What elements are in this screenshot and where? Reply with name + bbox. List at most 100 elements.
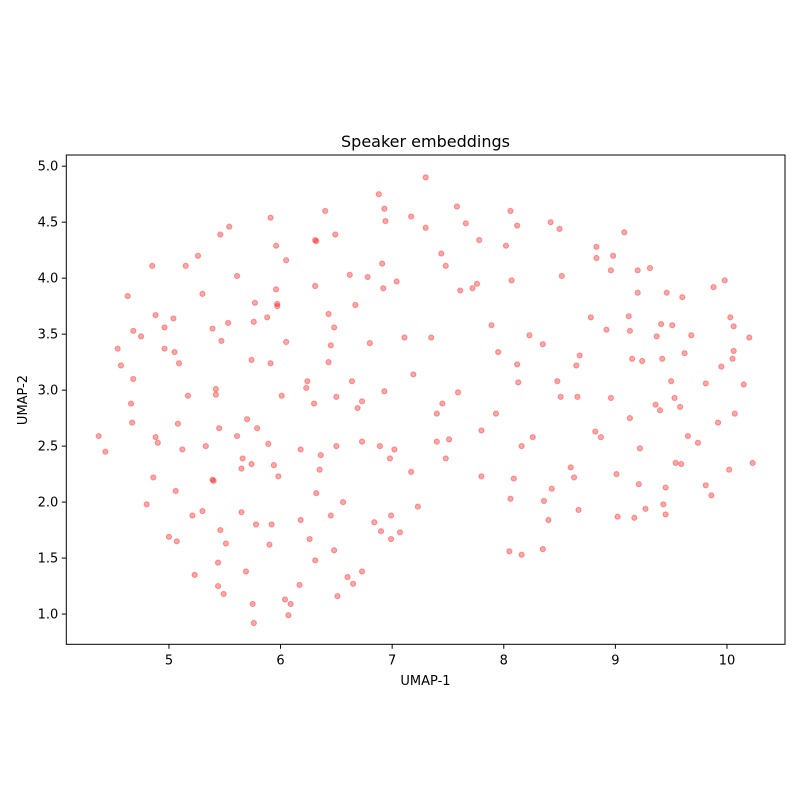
data-point bbox=[393, 278, 400, 285]
data-point bbox=[161, 345, 168, 352]
data-point bbox=[114, 345, 121, 352]
data-point bbox=[287, 600, 294, 608]
data-point bbox=[214, 582, 222, 590]
data-point bbox=[515, 379, 522, 386]
data-point bbox=[225, 319, 232, 327]
data-point bbox=[625, 313, 632, 320]
data-point bbox=[250, 318, 257, 325]
data-point bbox=[267, 214, 274, 221]
data-point bbox=[592, 428, 599, 435]
data-point bbox=[518, 443, 525, 450]
data-point bbox=[325, 359, 332, 366]
data-point bbox=[610, 252, 617, 259]
data-point bbox=[366, 340, 373, 347]
data-point bbox=[547, 219, 554, 226]
data-point bbox=[382, 217, 389, 225]
data-point bbox=[731, 410, 738, 417]
data-point bbox=[593, 254, 600, 262]
data-point bbox=[656, 407, 664, 414]
data-point bbox=[124, 292, 131, 300]
y-tick-label: 2.5 bbox=[38, 440, 59, 455]
data-point bbox=[662, 484, 669, 491]
data-point bbox=[242, 568, 250, 575]
data-point bbox=[348, 378, 356, 385]
data-point bbox=[129, 419, 136, 426]
data-point bbox=[238, 465, 245, 472]
data-point bbox=[702, 482, 709, 489]
data-point bbox=[358, 568, 366, 575]
data-point bbox=[574, 393, 581, 400]
data-point bbox=[721, 277, 728, 284]
data-point bbox=[652, 401, 659, 408]
data-point bbox=[127, 400, 135, 407]
data-point bbox=[327, 342, 334, 349]
data-point bbox=[281, 596, 289, 603]
data-point bbox=[453, 203, 460, 210]
data-point bbox=[216, 425, 223, 432]
data-point bbox=[273, 286, 280, 293]
data-point bbox=[380, 285, 387, 292]
data-point bbox=[285, 612, 292, 619]
chart-title: Speaker embeddings bbox=[341, 132, 510, 151]
x-tick-label: 10 bbox=[719, 653, 736, 668]
data-point bbox=[660, 501, 667, 508]
data-point bbox=[587, 314, 594, 321]
data-point bbox=[387, 535, 395, 543]
data-point bbox=[634, 289, 641, 296]
data-point bbox=[726, 466, 733, 473]
data-point bbox=[506, 548, 513, 555]
data-point bbox=[376, 443, 383, 450]
data-point bbox=[214, 559, 222, 566]
data-point bbox=[626, 327, 633, 334]
data-point bbox=[217, 231, 224, 238]
data-point bbox=[540, 497, 548, 505]
data-point bbox=[681, 350, 688, 357]
data-point bbox=[327, 512, 334, 519]
data-point bbox=[339, 499, 347, 506]
data-point bbox=[152, 312, 159, 319]
data-point bbox=[488, 322, 495, 329]
data-point bbox=[275, 473, 282, 480]
y-tick-label: 2.0 bbox=[38, 496, 59, 511]
data-point bbox=[143, 501, 150, 508]
data-point bbox=[266, 541, 273, 548]
data-point bbox=[634, 267, 641, 274]
x-tick-label: 6 bbox=[276, 653, 284, 668]
data-point bbox=[607, 394, 615, 402]
data-point bbox=[478, 473, 485, 480]
data-point bbox=[344, 574, 351, 581]
data-point bbox=[387, 512, 395, 519]
data-point bbox=[194, 252, 202, 259]
data-point bbox=[312, 236, 319, 244]
data-point bbox=[653, 333, 660, 340]
data-point bbox=[659, 355, 666, 362]
data-point bbox=[476, 236, 483, 244]
data-point bbox=[222, 540, 229, 547]
data-point bbox=[175, 360, 183, 367]
data-point bbox=[433, 438, 440, 445]
data-point bbox=[702, 380, 709, 387]
data-point bbox=[238, 509, 245, 516]
data-point bbox=[296, 581, 303, 589]
data-point bbox=[621, 229, 628, 236]
data-point bbox=[278, 392, 285, 399]
data-point bbox=[603, 326, 610, 333]
data-point bbox=[130, 327, 137, 334]
x-tick-label: 8 bbox=[500, 653, 508, 668]
x-tick-label: 9 bbox=[611, 653, 619, 668]
data-point bbox=[636, 445, 644, 452]
data-point bbox=[746, 334, 753, 341]
data-point bbox=[558, 272, 565, 280]
data-point bbox=[325, 310, 332, 318]
y-axis-label: UMAP-2 bbox=[16, 375, 31, 425]
data-point bbox=[727, 314, 734, 321]
data-point bbox=[663, 289, 670, 296]
data-point bbox=[95, 432, 102, 440]
data-point bbox=[714, 419, 722, 426]
data-point bbox=[346, 271, 353, 278]
data-point bbox=[267, 360, 274, 367]
data-point bbox=[539, 341, 546, 348]
data-point bbox=[442, 262, 449, 269]
data-point bbox=[473, 280, 481, 287]
